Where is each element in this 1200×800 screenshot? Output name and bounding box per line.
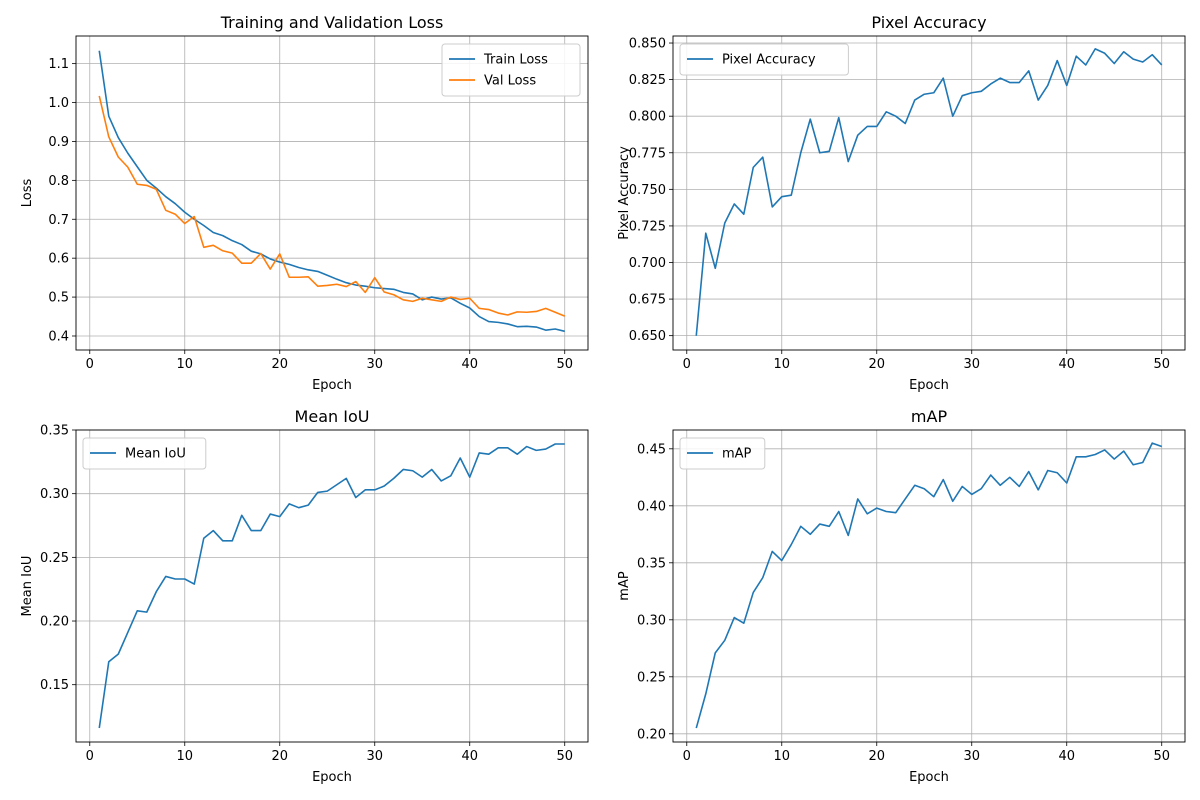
y-tick-label: 0.7	[48, 213, 69, 228]
x-tick-label: 10	[773, 749, 790, 764]
x-tick-label: 50	[1153, 749, 1170, 764]
legend-label: Train Loss	[483, 53, 548, 68]
chart-panel-4: 0 10 20 30 40 50 0.20 0.25 0.30 0.35 0.40 0.45 mAP Ep…	[617, 407, 1186, 785]
y-tick-label: 0.15	[40, 678, 69, 693]
y-tick-label: 1.0	[48, 96, 69, 111]
y-tick-label: 1.1	[48, 57, 69, 72]
y-tick-label: 0.35	[40, 424, 69, 439]
y-tick-label: 0.825	[629, 73, 666, 88]
x-tick-label: 0	[86, 749, 94, 764]
x-axis-label: Epoch	[909, 378, 949, 393]
y-tick-label: 0.775	[629, 146, 666, 161]
x-tick-label: 0	[683, 749, 691, 764]
y-tick-label: 0.30	[40, 487, 69, 502]
legend-label: mAP	[722, 447, 752, 462]
chart-title: Mean IoU	[295, 407, 370, 426]
y-tick-label: 0.9	[48, 135, 69, 150]
y-tick-label: 0.700	[629, 256, 666, 271]
y-tick-label: 0.35	[637, 556, 666, 571]
x-tick-label: 50	[556, 749, 573, 764]
series-line-1	[695, 442, 1163, 729]
legend: Mean IoU	[82, 437, 207, 470]
x-axis-label: Epoch	[909, 770, 949, 785]
legend-label: Pixel Accuracy	[722, 53, 816, 68]
legend-label: Mean IoU	[125, 447, 186, 462]
y-axis-label: Pixel Accuracy	[617, 146, 632, 240]
x-tick-label: 30	[963, 749, 980, 764]
x-tick-label: 20	[868, 749, 885, 764]
y-tick-label: 0.850	[629, 37, 666, 52]
x-tick-label: 10	[176, 749, 193, 764]
x-tick-label: 30	[963, 357, 980, 372]
y-tick-label: 0.8	[48, 174, 69, 189]
x-tick-label: 40	[461, 749, 478, 764]
plot-frame	[672, 35, 1186, 351]
x-axis-label: Epoch	[312, 770, 352, 785]
y-tick-label: 0.800	[629, 110, 666, 125]
y-tick-label: 0.30	[637, 613, 666, 628]
series-line-1	[695, 48, 1163, 336]
plot-frame	[75, 429, 589, 743]
x-tick-label: 50	[1153, 357, 1170, 372]
y-tick-label: 0.20	[637, 727, 666, 742]
y-tick-label: 0.750	[629, 183, 666, 198]
legend-label: Val Loss	[484, 74, 536, 89]
x-tick-label: 40	[1058, 749, 1075, 764]
legend-box	[679, 437, 766, 470]
legend-box	[679, 43, 849, 76]
x-tick-label: 0	[683, 357, 691, 372]
x-tick-label: 10	[176, 357, 193, 372]
x-tick-label: 20	[868, 357, 885, 372]
plot-frame	[75, 35, 589, 351]
y-tick-label: 0.40	[637, 499, 666, 514]
x-tick-label: 40	[1058, 357, 1075, 372]
chart-panel-1: 0 10 20 30 40 50 0.4 0.5 0.6 0.7 0.8 0.9 1.0 1.1 Train…	[20, 13, 589, 393]
chart-title: mAP	[911, 407, 948, 426]
x-tick-label: 10	[773, 357, 790, 372]
chart-panel-2: 0 10 20 30 40 50 0.650 0.675 0.700 0.725 0.750 0.77…	[617, 13, 1186, 393]
x-tick-label: 20	[271, 357, 288, 372]
legend: mAP	[679, 437, 766, 470]
y-tick-label: 0.725	[629, 219, 666, 234]
series-line-1	[98, 50, 565, 333]
legend-box	[441, 43, 581, 97]
series-line-1	[98, 443, 565, 729]
legend-box	[82, 437, 207, 470]
y-axis-label: mAP	[617, 571, 632, 601]
x-tick-label: 50	[556, 357, 573, 372]
legend: Pixel Accuracy	[679, 43, 849, 76]
x-axis-label: Epoch	[312, 378, 352, 393]
y-tick-label: 0.675	[629, 293, 666, 308]
x-tick-label: 30	[366, 357, 383, 372]
y-tick-label: 0.650	[629, 329, 666, 344]
x-tick-label: 0	[86, 357, 94, 372]
y-tick-label: 0.25	[637, 670, 666, 685]
x-tick-label: 20	[271, 749, 288, 764]
y-tick-label: 0.20	[40, 615, 69, 630]
y-tick-label: 0.6	[48, 252, 69, 267]
x-tick-label: 30	[366, 749, 383, 764]
y-tick-label: 0.45	[637, 442, 666, 457]
plot-frame	[672, 429, 1186, 743]
chart-title: Training and Validation Loss	[220, 13, 444, 32]
x-tick-label: 40	[461, 357, 478, 372]
y-tick-label: 0.25	[40, 551, 69, 566]
y-axis-label: Mean IoU	[20, 556, 35, 617]
chart-title: Pixel Accuracy	[871, 13, 986, 32]
y-axis-label: Loss	[20, 179, 35, 208]
series-line-2	[98, 95, 566, 317]
chart-panel-3: 0 10 20 30 40 50 0.15 0.20 0.25 0.30 0.35 Mean IoU E…	[20, 407, 589, 785]
legend: Train Loss Val Loss	[441, 43, 581, 97]
y-tick-label: 0.5	[48, 291, 69, 306]
y-tick-label: 0.4	[48, 329, 69, 344]
